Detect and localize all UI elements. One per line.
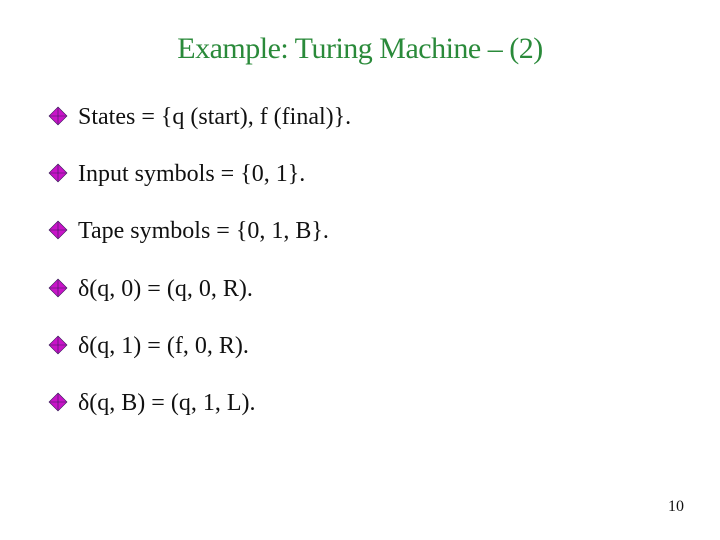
page-number: 10 — [668, 498, 684, 516]
list-item: δ(q, 0) = (q, 0, R). — [48, 274, 680, 305]
item-text: δ(q, 1) = (f, 0, R). — [78, 331, 249, 362]
list-item: Input symbols = {0, 1}. — [48, 159, 680, 190]
diamond-icon — [48, 335, 72, 362]
diamond-icon — [48, 220, 72, 247]
item-text: δ(q, 0) = (q, 0, R). — [78, 274, 253, 305]
diamond-icon — [48, 278, 72, 305]
item-text: States = {q (start), f (final)}. — [78, 102, 351, 133]
list-item: δ(q, 1) = (f, 0, R). — [48, 331, 680, 362]
list-item: δ(q, B) = (q, 1, L). — [48, 388, 680, 419]
diamond-icon — [48, 392, 72, 419]
item-text: δ(q, B) = (q, 1, L). — [78, 388, 255, 419]
diamond-icon — [48, 106, 72, 133]
slide-title: Example: Turing Machine – (2) — [40, 32, 680, 66]
list-item: States = {q (start), f (final)}. — [48, 102, 680, 133]
list-item: Tape symbols = {0, 1, B}. — [48, 216, 680, 247]
diamond-icon — [48, 163, 72, 190]
item-text: Input symbols = {0, 1}. — [78, 159, 305, 190]
bullet-list: States = {q (start), f (final)}. Input s… — [40, 102, 680, 419]
item-text: Tape symbols = {0, 1, B}. — [78, 216, 329, 247]
